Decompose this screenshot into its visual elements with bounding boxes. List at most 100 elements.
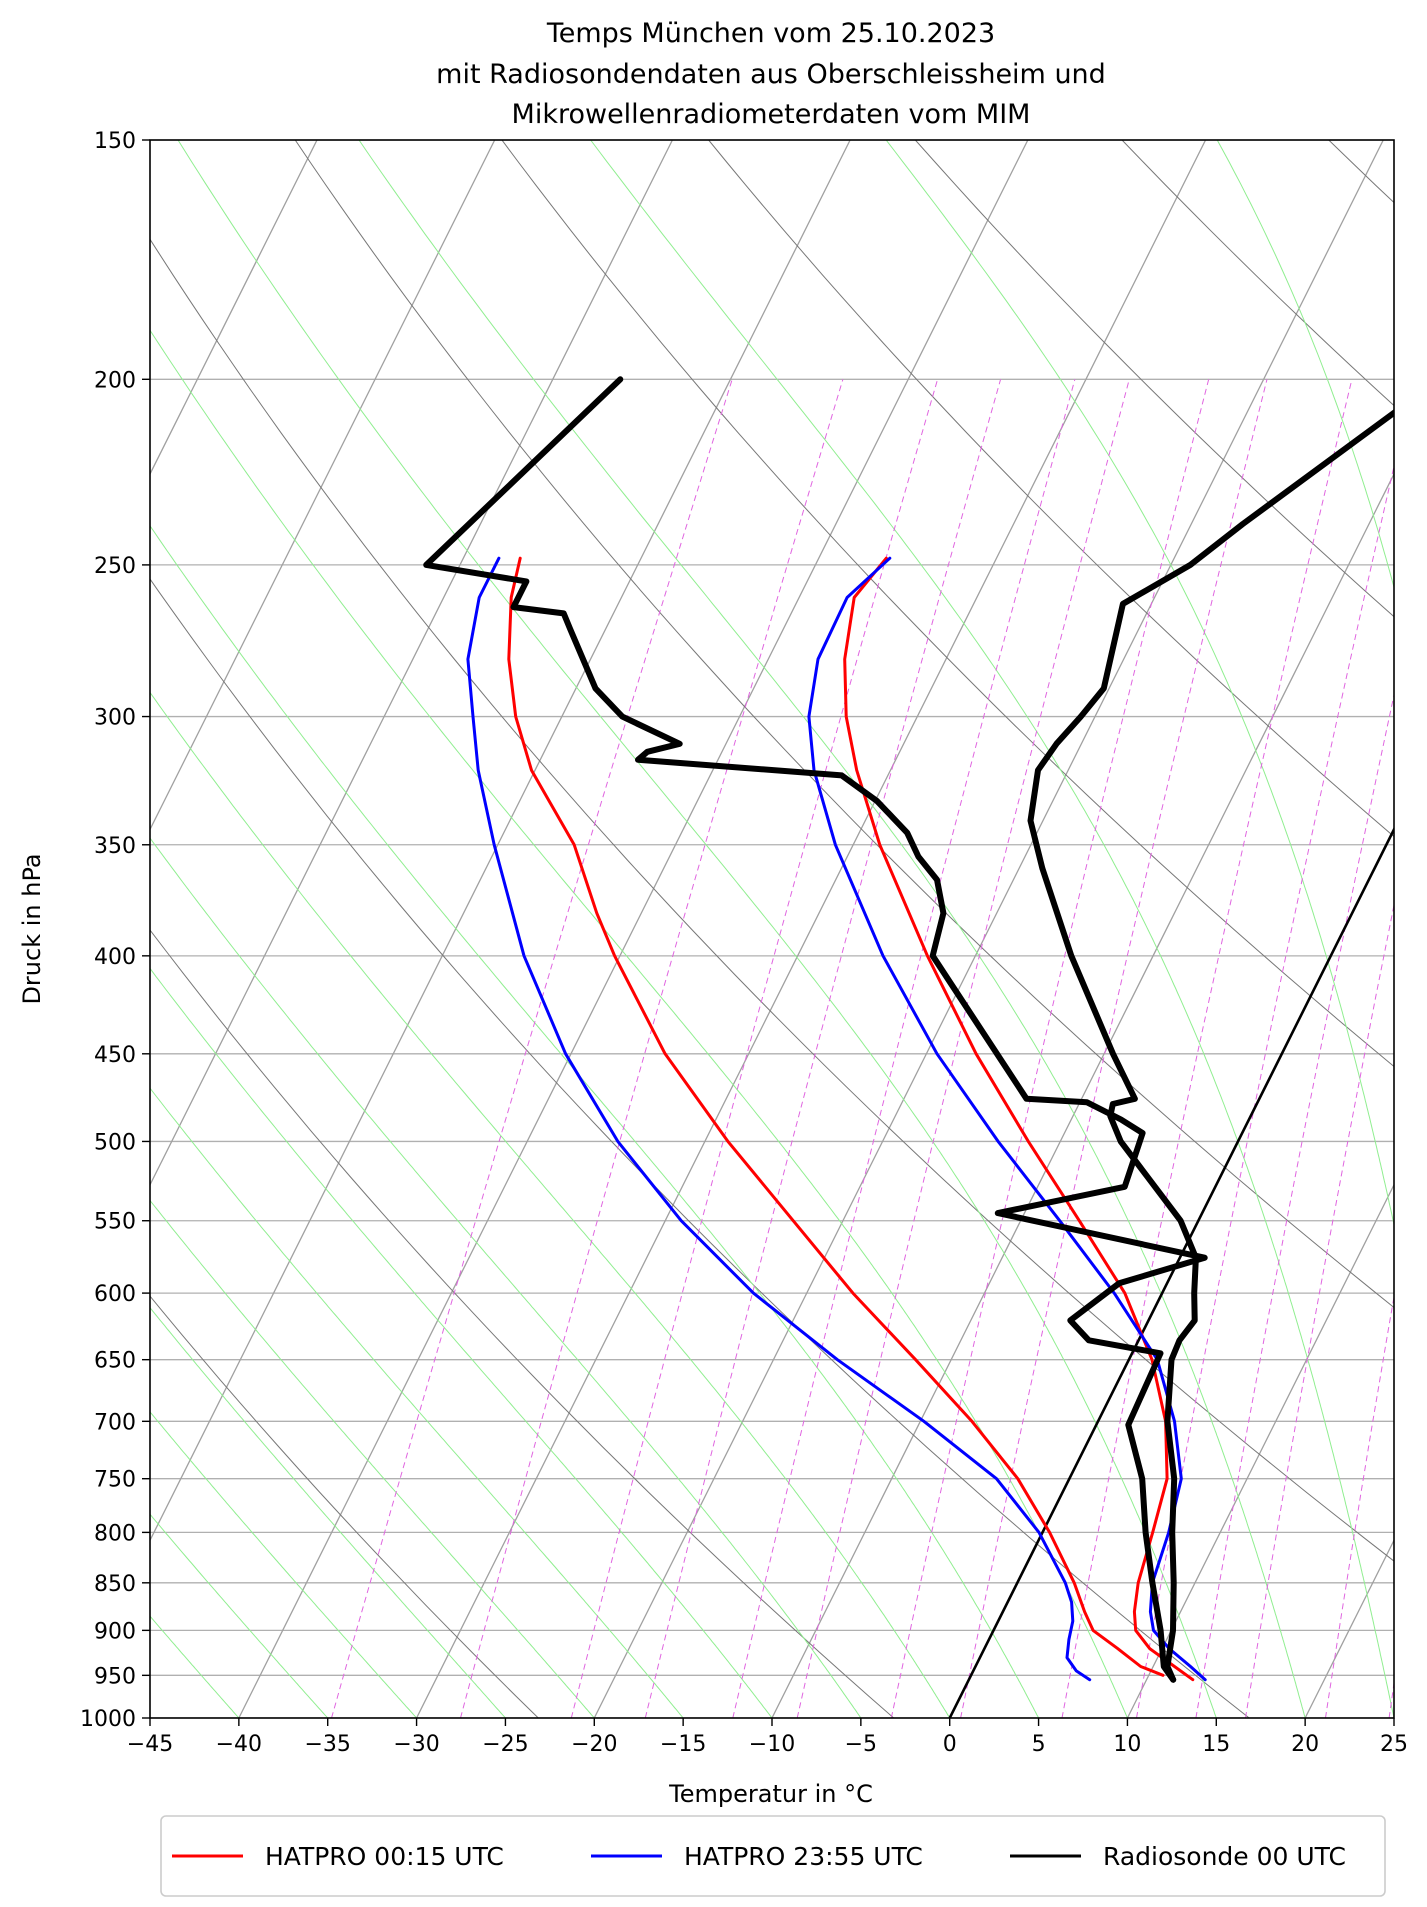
dry-adiabat-line: [150, 929, 895, 1718]
x-tick-label: 20: [1291, 1732, 1319, 1757]
moist-adiabat-line: [150, 1306, 506, 1718]
series-0-line-1: [843, 556, 1195, 1682]
y-tick-label: 750: [94, 1468, 136, 1493]
mixing-ratio-lines: [331, 379, 1394, 1718]
moist-adiabat-line: [177, 140, 1217, 1718]
dry-adiabats: [150, 140, 1394, 1718]
x-tick-label: 10: [1113, 1732, 1141, 1757]
x-axis-ticks: −45 −40 −35 −30 −25 −20 −15 −10 −5 0 5 10 15 20 25: [127, 1718, 1408, 1757]
y-tick-label: 650: [94, 1349, 136, 1374]
mixing-ratio-line: [460, 379, 844, 1718]
chart-title: Temps München vom 25.10.2023 mit Radioso…: [436, 18, 1106, 130]
mixing-ratio-line: [1245, 902, 1394, 1718]
mixing-ratio-line: [960, 379, 1268, 1718]
y-tick-label: 350: [94, 834, 136, 859]
plot-area: [150, 140, 1394, 1718]
y-tick-label: 550: [94, 1210, 136, 1235]
isotherm-line: [771, 472, 1394, 1718]
series-2-line-1: [1027, 409, 1394, 1683]
y-tick-label: 500: [94, 1130, 136, 1155]
y-tick-label: 400: [94, 945, 136, 970]
x-tick-label: 25: [1380, 1732, 1408, 1757]
isotherms: [150, 140, 1394, 1718]
dry-adiabat-line: [501, 140, 1394, 1068]
x-tick-label: −5: [845, 1732, 877, 1757]
isotherm-line: [150, 140, 674, 1187]
zero-isotherm: [948, 826, 1394, 1718]
isotherm-line: [238, 140, 1029, 1718]
isotherm-line: [1126, 1183, 1394, 1718]
x-tick-label: −15: [660, 1732, 706, 1757]
series-1-line-0: [466, 556, 1092, 1682]
isotherm-line: [593, 140, 1384, 1718]
mixing-ratio-line: [1061, 379, 1353, 1718]
x-tick-label: −40: [216, 1732, 262, 1757]
y-tick-label: 250: [94, 554, 136, 579]
y-tick-label: 200: [94, 368, 136, 393]
isotherm-line: [150, 140, 318, 476]
moist-adiabat-line: [885, 140, 1394, 1227]
y-tick-label: 450: [94, 1043, 136, 1068]
series-2-line-0: [423, 376, 1208, 1683]
moist-adiabat-line: [150, 1513, 329, 1718]
moist-adiabat-line: [358, 140, 1306, 1718]
moist-adiabat-line: [150, 1411, 417, 1718]
x-tick-label: −35: [304, 1732, 350, 1757]
series-0-line-0: [507, 556, 1165, 1677]
y-tick-label: 850: [94, 1572, 136, 1597]
legend-label-radiosonde: Radiosonde 00 UTC: [1103, 1842, 1346, 1871]
x-tick-label: −25: [482, 1732, 528, 1757]
y-tick-label: 950: [94, 1664, 136, 1689]
moist-adiabat-line: [150, 1615, 240, 1718]
dry-adiabat-line: [150, 1295, 539, 1718]
moist-adiabat-line: [150, 691, 951, 1718]
title-line-2: mit Radiosondendaten aus Oberschleisshei…: [436, 59, 1106, 90]
moist-adiabat-line: [150, 1087, 684, 1718]
mixing-ratio-line: [1136, 464, 1394, 1718]
x-tick-label: 15: [1202, 1732, 1230, 1757]
x-tick-label: −30: [393, 1732, 439, 1757]
x-tick-label: −20: [571, 1732, 617, 1757]
legend-label-hatpro-0015: HATPRO 00:15 UTC: [265, 1842, 504, 1871]
mixing-ratio-line: [644, 379, 1002, 1718]
zero-isotherm-line: [948, 826, 1394, 1718]
y-axis-label: Druck in hPa: [18, 853, 46, 1004]
moist-adiabat-line: [1216, 140, 1394, 590]
mixing-ratio-line: [732, 379, 1076, 1718]
y-tick-label: 150: [94, 129, 136, 154]
y-tick-label: 900: [94, 1619, 136, 1644]
mixing-ratio-line: [890, 379, 1210, 1718]
dry-adiabat-line: [150, 238, 1394, 1562]
y-tick-label: 300: [94, 706, 136, 731]
moist-adiabat-line: [590, 140, 1394, 1718]
mixing-ratio-line: [796, 379, 1130, 1718]
y-tick-label: 1000: [80, 1707, 136, 1732]
legend-box: [160, 1815, 1386, 1897]
legend-label-hatpro-2355: HATPRO 23:55 UTC: [684, 1842, 923, 1871]
moist-adiabat-line: [150, 329, 1128, 1718]
mixing-ratio-line: [570, 379, 939, 1718]
data-series: [423, 376, 1394, 1683]
dry-adiabat-line: [150, 578, 1250, 1718]
moist-adiabat-line: [150, 967, 773, 1718]
y-tick-label: 800: [94, 1521, 136, 1546]
title-line-1: Temps München vom 25.10.2023: [546, 18, 995, 49]
mixing-ratio-line: [331, 379, 733, 1718]
mixing-ratio-line: [1325, 1294, 1394, 1718]
moist-adiabat-line: [150, 524, 1040, 1718]
moist-adiabats: [150, 140, 1394, 1718]
y-tick-label: 600: [94, 1282, 136, 1307]
dry-adiabat-line: [1121, 140, 1394, 407]
x-tick-label: 5: [1032, 1732, 1046, 1757]
x-tick-label: −10: [749, 1732, 795, 1757]
x-axis-label: Temperatur in °C: [668, 1780, 873, 1808]
dry-adiabat-line: [708, 140, 1394, 838]
legend: HATPRO 00:15 UTC HATPRO 23:55 UTC Radios…: [160, 1815, 1386, 1897]
pressure-grid: [150, 140, 1394, 1718]
moist-adiabat-line: [150, 1199, 595, 1718]
moist-adiabat-line: [150, 837, 862, 1718]
isotherm-line: [415, 140, 1207, 1718]
x-tick-label: −45: [127, 1732, 173, 1757]
y-axis-ticks: 150 200 250 300 350 400 450 500 550 600 650 700 750 8…: [80, 129, 150, 1732]
